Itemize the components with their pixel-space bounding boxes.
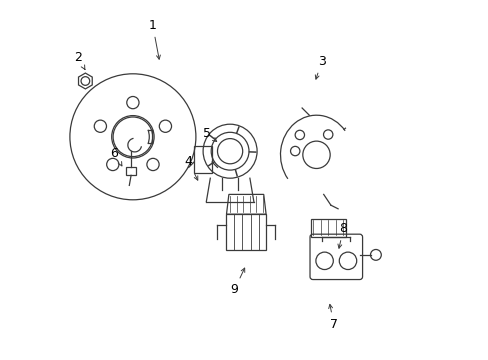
Text: 8: 8: [337, 222, 347, 248]
Text: 3: 3: [315, 55, 325, 79]
Text: 9: 9: [230, 268, 244, 296]
Text: 6: 6: [110, 147, 122, 166]
Text: 5: 5: [203, 127, 216, 141]
Text: 7: 7: [328, 305, 337, 330]
Text: 2: 2: [74, 51, 85, 69]
Text: 1: 1: [148, 19, 160, 59]
Text: 4: 4: [184, 156, 197, 180]
